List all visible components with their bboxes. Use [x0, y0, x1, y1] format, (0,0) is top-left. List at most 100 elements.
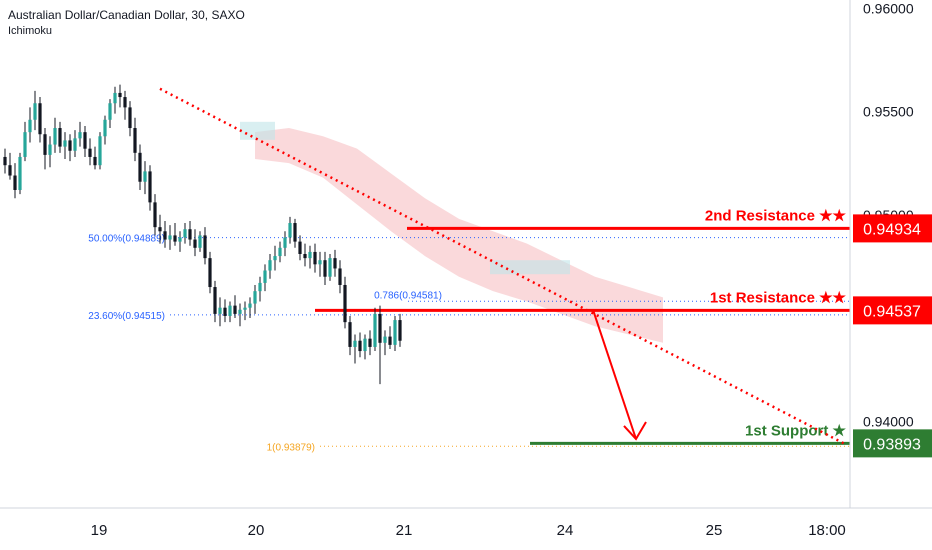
- candle-body: [178, 237, 182, 242]
- candle-body: [303, 254, 307, 259]
- price-tag-bg: [853, 296, 932, 325]
- candle-body: [328, 258, 332, 277]
- candle-body: [338, 268, 342, 285]
- candle-body: [243, 307, 247, 310]
- candle-body: [73, 138, 77, 151]
- candle-body: [393, 320, 397, 345]
- candle-body: [128, 107, 132, 129]
- fib-label: 0.786(0.94581): [374, 290, 442, 301]
- candle-body: [123, 97, 127, 108]
- candle-body: [33, 103, 37, 120]
- candle-body: [48, 144, 52, 155]
- candle-body: [143, 171, 147, 182]
- candle-body: [308, 251, 312, 259]
- candle-body: [203, 235, 207, 259]
- candle-body: [318, 260, 322, 265]
- candle-body: [53, 128, 57, 145]
- candle-body: [323, 260, 327, 277]
- candle-body: [293, 223, 297, 242]
- candle-body: [133, 128, 137, 153]
- candle-body: [108, 103, 112, 120]
- cloud-area: [240, 121, 275, 140]
- fib-label: 1(0.93879): [267, 442, 315, 453]
- candle-body: [43, 134, 47, 155]
- cloud-area: [255, 128, 663, 343]
- ichimoku-cloud: [240, 121, 663, 343]
- candle-body: [163, 231, 167, 240]
- candle-body: [268, 260, 272, 271]
- candle-body: [348, 322, 352, 347]
- fibonacci-levels: 50.00%(0.94889) 23.60%(0.94515) 0.786(0.94…: [88, 234, 850, 453]
- price-tags: 0.94934 0.94537 0.93893: [853, 214, 932, 458]
- chart-title: Australian Dollar/Canadian Dollar, 30, S…: [8, 8, 245, 22]
- candle-body: [343, 284, 347, 323]
- fib-label: 23.60%(0.94515): [88, 311, 165, 322]
- candle-body: [398, 320, 402, 341]
- price-tick-label: 0.96000: [863, 0, 914, 16]
- time-tick-label: 19: [91, 522, 108, 539]
- candle-body: [153, 202, 157, 228]
- candle-body: [28, 119, 32, 133]
- projection-arrow-shaft: [592, 309, 637, 440]
- cloud-area: [490, 260, 570, 275]
- candle-body: [278, 247, 282, 257]
- price-tag-label: 0.94537: [863, 303, 921, 320]
- price-tag-label: 0.94934: [863, 221, 921, 238]
- candle-body: [363, 338, 367, 352]
- trendline: [159, 87, 846, 446]
- candle-body: [98, 136, 102, 166]
- candle-body: [88, 148, 92, 157]
- candle-body: [208, 258, 212, 288]
- candle-body: [313, 251, 317, 265]
- candle-body: [253, 291, 257, 304]
- candle-body: [218, 307, 222, 314]
- price-tag-bg: [853, 214, 932, 243]
- candle-body: [3, 156, 7, 166]
- candle-body: [58, 128, 62, 147]
- candle-body: [63, 140, 67, 147]
- price-tick-label: 0.94000: [863, 413, 914, 429]
- candle-body: [198, 235, 202, 248]
- trendline-group: [159, 87, 846, 446]
- candle-body: [373, 313, 377, 347]
- candle-body: [193, 239, 197, 248]
- price-tag-bg: [853, 429, 932, 458]
- candle-body: [333, 258, 337, 269]
- candle-body: [288, 223, 292, 238]
- candle-body: [68, 140, 72, 151]
- candle-body: [13, 175, 17, 190]
- price-tag-label: 0.93893: [863, 436, 921, 453]
- candle-body: [298, 241, 302, 254]
- candle-body: [238, 309, 242, 314]
- level-label: 1st Resistance ★★: [710, 289, 847, 306]
- fib-label: 50.00%(0.94889): [88, 234, 165, 245]
- level-label: 1st Support ★: [745, 422, 847, 439]
- projection-arrow-head: [623, 421, 647, 441]
- candle-body: [173, 235, 177, 242]
- candle-body: [383, 336, 387, 343]
- candle-body: [233, 305, 237, 314]
- candle-body: [148, 171, 152, 203]
- candle-body: [83, 132, 87, 149]
- candle-body: [358, 340, 362, 352]
- candle-body: [273, 256, 277, 261]
- candle-body: [158, 227, 162, 232]
- time-tick-label: 24: [557, 522, 574, 539]
- candle-body: [223, 307, 227, 316]
- candle-body: [248, 303, 252, 308]
- candle-body: [353, 340, 357, 347]
- candle-body: [258, 282, 262, 292]
- candle-body: [138, 152, 142, 182]
- candle-body: [283, 237, 287, 248]
- candle-body: [368, 338, 372, 347]
- level-label: 2nd Resistance ★★: [705, 207, 847, 224]
- candle-body: [183, 229, 187, 238]
- time-tick-label: 20: [248, 522, 265, 539]
- candles: [3, 84, 402, 385]
- candle-body: [18, 156, 22, 190]
- candle-body: [93, 156, 97, 166]
- candle-body: [78, 132, 82, 139]
- candle-body: [38, 103, 42, 135]
